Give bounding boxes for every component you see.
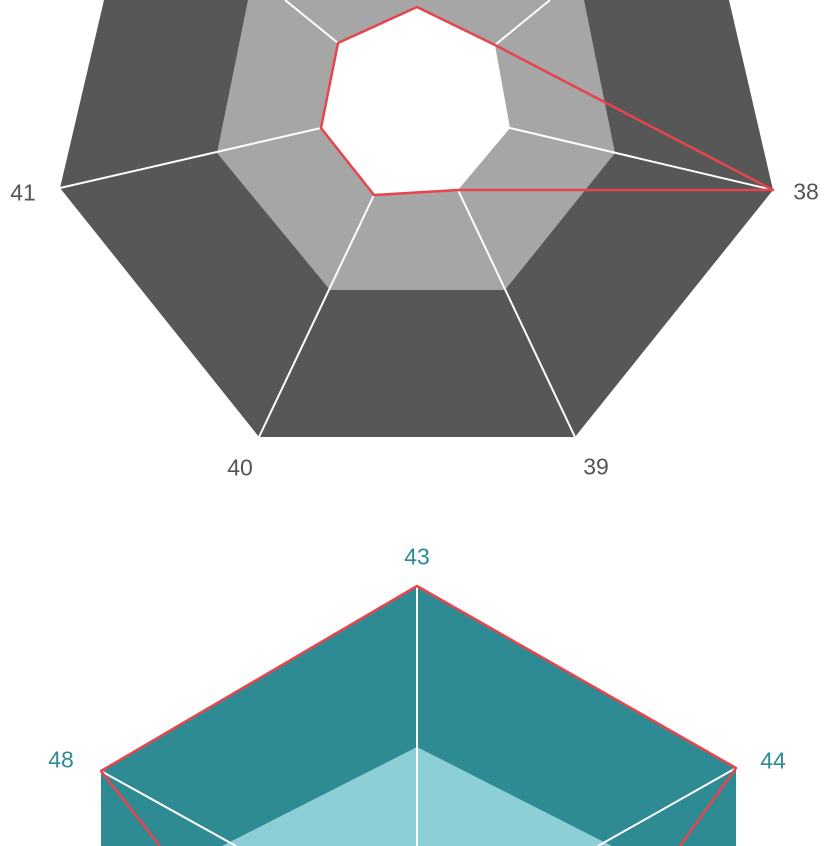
vertex-label-41: 41 — [10, 179, 36, 206]
hexagon-outer-band — [101, 586, 736, 846]
heptagon-center-hole — [321, 7, 510, 195]
vertex-label-44: 44 — [760, 747, 786, 774]
hexagon-spokes — [100, 586, 737, 846]
heptagon-figure — [59, 0, 775, 438]
hexagon-highlight-path — [99, 584, 738, 846]
heptagon-spokes — [59, 0, 774, 438]
vertex-label-39: 39 — [583, 453, 609, 480]
spoke-top-left — [284, 0, 339, 44]
vertex-label-48: 48 — [48, 746, 74, 773]
spoke-top-right — [494, 0, 551, 46]
spoke-48 — [100, 770, 237, 846]
vertex-label-43: 43 — [404, 543, 430, 570]
spoke-39 — [457, 189, 576, 438]
heptagon-highlight-path — [319, 5, 775, 197]
hexagon-figure — [99, 584, 738, 846]
spoke-44 — [597, 767, 737, 846]
spoke-41 — [59, 127, 322, 189]
vertex-label-40: 40 — [227, 454, 253, 481]
spoke-40 — [258, 194, 375, 438]
spoke-38 — [509, 127, 774, 191]
vertex-label-38: 38 — [793, 178, 819, 205]
